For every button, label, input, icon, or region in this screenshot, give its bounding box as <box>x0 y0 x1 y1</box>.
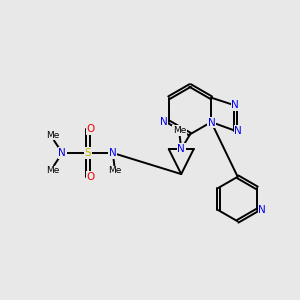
Text: N: N <box>234 126 242 136</box>
Text: S: S <box>84 148 91 158</box>
Text: Me: Me <box>173 126 186 135</box>
Text: N: N <box>231 100 239 110</box>
Text: N: N <box>58 148 66 158</box>
Text: N: N <box>177 144 185 154</box>
Text: O: O <box>86 124 95 134</box>
Text: N: N <box>160 117 167 127</box>
Text: Me: Me <box>46 166 59 175</box>
Text: O: O <box>86 172 95 182</box>
Text: N: N <box>109 148 117 158</box>
Text: N: N <box>259 205 266 215</box>
Text: Me: Me <box>46 130 59 140</box>
Text: Me: Me <box>108 166 121 175</box>
Text: N: N <box>208 118 216 128</box>
